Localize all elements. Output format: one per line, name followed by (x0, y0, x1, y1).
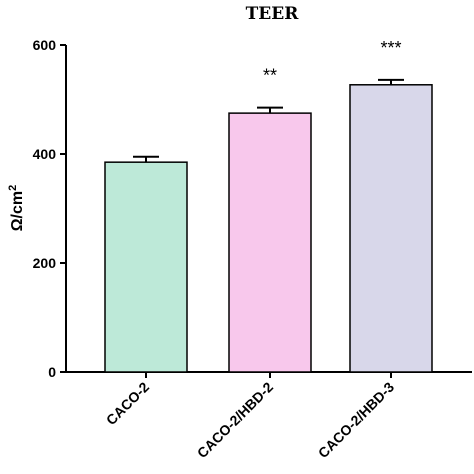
y-tick-label: 0 (48, 364, 56, 380)
significance-label: *** (380, 38, 401, 58)
significance-label: ** (263, 66, 277, 86)
bar (228, 112, 312, 373)
x-category-label: CACO-2 (103, 379, 152, 428)
chart-title: TEER (246, 4, 300, 24)
y-tick-label: 400 (33, 146, 57, 162)
x-category-label: CACO-2/HBD-3 (315, 379, 397, 461)
y-axis-title-main: Ω/cm (9, 191, 26, 231)
y-axis: 0 200 400 600 Ω/cm2 (7, 37, 67, 380)
bars: ***** (104, 38, 433, 373)
bar (104, 161, 188, 373)
x-category-label: CACO-2/HBD-2 (194, 379, 276, 461)
y-tick-label: 600 (33, 37, 57, 53)
y-ticks: 0 200 400 600 (33, 37, 66, 380)
bar (349, 84, 433, 373)
y-axis-title-superscript: 2 (7, 185, 19, 191)
y-axis-title: Ω/cm2 (7, 185, 26, 232)
y-tick-label: 200 (33, 255, 57, 271)
x-ticks: CACO-2 CACO-2/HBD-2 CACO-2/HBD-3 (103, 372, 397, 461)
x-axis: CACO-2 CACO-2/HBD-2 CACO-2/HBD-3 (65, 371, 472, 461)
